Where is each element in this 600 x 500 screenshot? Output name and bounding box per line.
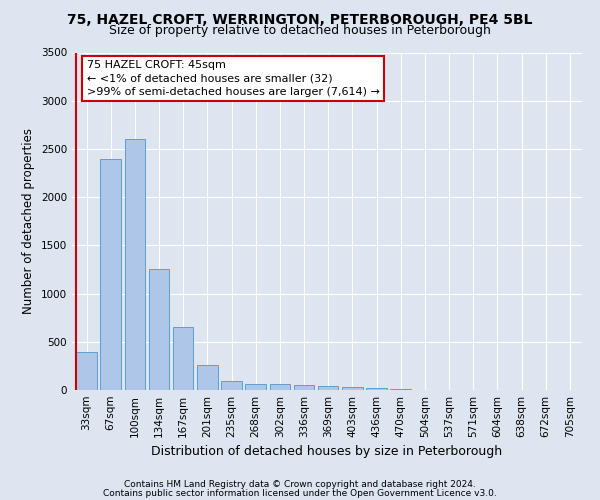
Bar <box>76 352 97 390</box>
Text: 75 HAZEL CROFT: 45sqm
← <1% of detached houses are smaller (32)
>99% of semi-det: 75 HAZEL CROFT: 45sqm ← <1% of detached … <box>86 60 379 96</box>
Bar <box>173 328 193 390</box>
Bar <box>197 365 218 390</box>
Bar <box>100 158 121 390</box>
Text: Size of property relative to detached houses in Peterborough: Size of property relative to detached ho… <box>109 24 491 37</box>
Bar <box>269 384 290 390</box>
Text: Contains public sector information licensed under the Open Government Licence v3: Contains public sector information licen… <box>103 488 497 498</box>
Bar <box>391 389 411 390</box>
Text: Contains HM Land Registry data © Crown copyright and database right 2024.: Contains HM Land Registry data © Crown c… <box>124 480 476 489</box>
Bar <box>342 387 362 390</box>
Bar <box>221 382 242 390</box>
Bar <box>294 384 314 390</box>
Bar <box>245 384 266 390</box>
Bar <box>366 388 387 390</box>
Text: 75, HAZEL CROFT, WERRINGTON, PETERBOROUGH, PE4 5BL: 75, HAZEL CROFT, WERRINGTON, PETERBOROUG… <box>67 12 533 26</box>
Bar <box>318 386 338 390</box>
Y-axis label: Number of detached properties: Number of detached properties <box>22 128 35 314</box>
Bar <box>149 270 169 390</box>
Bar <box>125 140 145 390</box>
X-axis label: Distribution of detached houses by size in Peterborough: Distribution of detached houses by size … <box>151 446 503 458</box>
